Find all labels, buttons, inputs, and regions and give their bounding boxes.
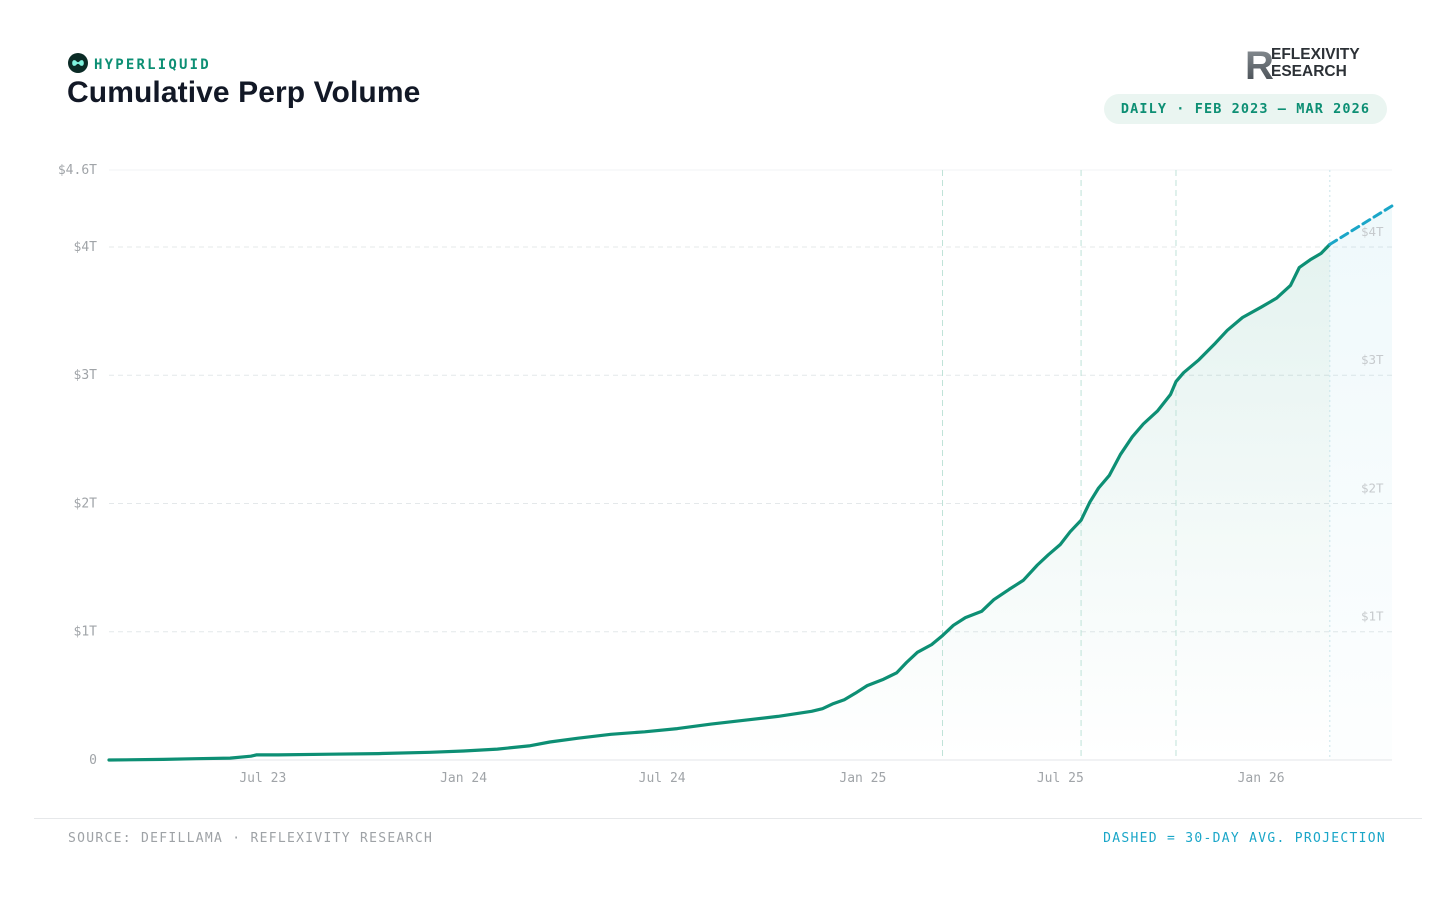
x-tick-label: Jul 23: [239, 771, 286, 786]
right-value-label: $3T: [1361, 352, 1384, 367]
x-tick-label: Jan 24: [440, 771, 487, 786]
reflexivity-research-logo: R EFLEXIVITY ESEARCH: [1245, 44, 1360, 84]
hyperliquid-logo-icon: [68, 53, 88, 73]
date-range-badge: DAILY · FEB 2023 – MAR 2026: [1104, 94, 1387, 124]
y-tick-label: 0: [89, 753, 97, 768]
cumulative-volume-line: [107, 242, 1332, 762]
y-tick-label: $2T: [74, 496, 98, 511]
reflexivity-logo-line2: ESEARCH: [1271, 63, 1347, 80]
brand-name: HYPERLIQUID: [94, 56, 211, 73]
projection-area-fill: [1329, 205, 1392, 761]
x-tick-label: Jul 25: [1037, 771, 1084, 786]
reflexivity-logo-line1: EFLEXIVITY: [1271, 46, 1360, 63]
right-value-label: $2T: [1361, 480, 1384, 495]
area-fill: [109, 244, 1330, 760]
source-note: SOURCE: DEFILLAMA · REFLEXIVITY RESEARCH: [68, 831, 434, 846]
brand: HYPERLIQUID: [68, 53, 211, 73]
x-tick-label: Jan 26: [1238, 771, 1285, 786]
y-tick-label: $4.6T: [58, 163, 97, 178]
footer-divider: [34, 818, 1422, 819]
x-tick-label: Jul 24: [639, 771, 686, 786]
right-value-label: $4T: [1361, 224, 1384, 239]
chart-title: Cumulative Perp Volume: [67, 76, 421, 109]
projection-dashed-line: [1328, 204, 1394, 246]
projection-legend: DASHED = 30-DAY AVG. PROJECTION: [1103, 831, 1386, 846]
y-tick-label: $4T: [74, 240, 98, 255]
y-tick-label: $3T: [74, 368, 98, 383]
y-tick-label: $1T: [74, 625, 98, 640]
reflexivity-logo-letter: R: [1245, 44, 1274, 84]
right-value-label: $1T: [1361, 609, 1384, 624]
x-tick-label: Jan 25: [839, 771, 886, 786]
